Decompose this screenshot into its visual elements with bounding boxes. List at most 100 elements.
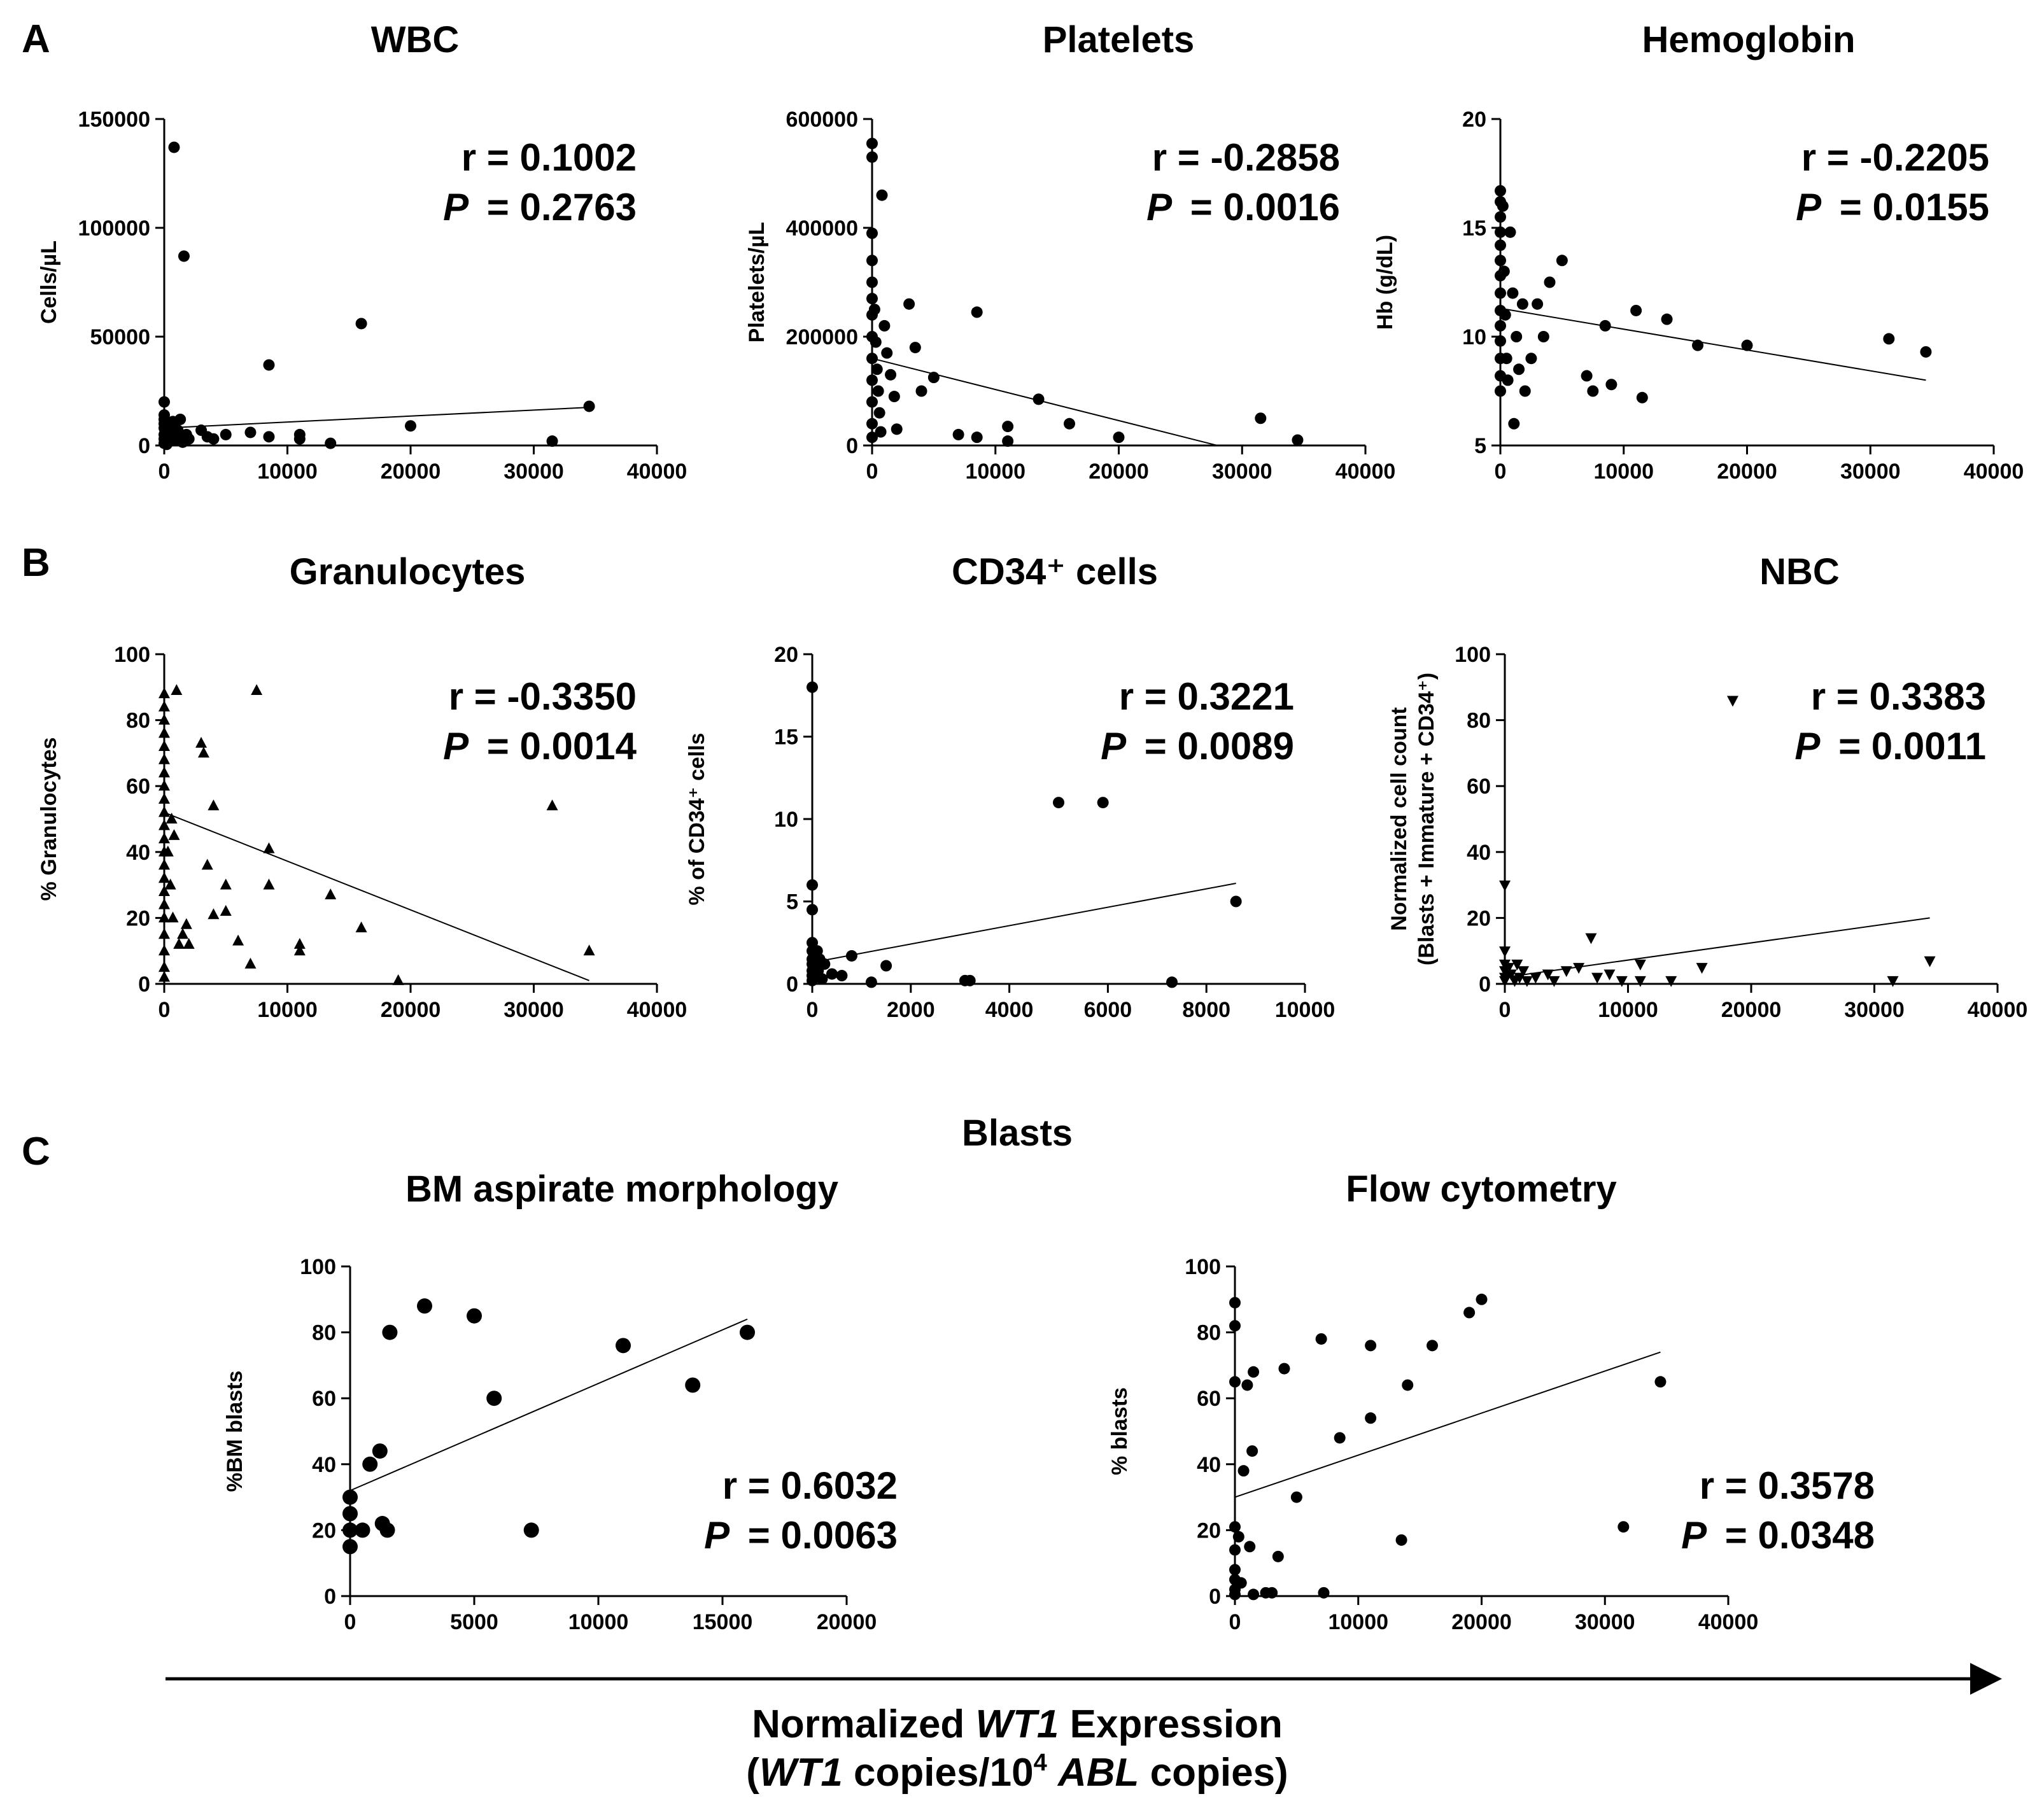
nbc-data-point — [1530, 972, 1542, 984]
platelets-data-point — [1033, 393, 1045, 405]
granulocytes-data-point — [293, 944, 306, 956]
bm_morph-data-point — [379, 1522, 395, 1538]
granulocytes-data-point — [546, 799, 558, 811]
hemoglobin-data-point — [1532, 298, 1544, 310]
wbc-x-tick-label: 0 — [159, 459, 171, 484]
nbc-data-point — [1518, 966, 1530, 978]
granulocytes-data-point — [208, 908, 220, 920]
hemoglobin-data-point — [1605, 379, 1618, 391]
platelets-data-point — [866, 374, 878, 386]
cd34-data-point — [807, 937, 818, 949]
wbc-data-point — [263, 359, 275, 371]
hemoglobin-data-point — [1502, 374, 1514, 386]
cd34-data-point — [1097, 797, 1109, 809]
nbc-data-point — [1499, 976, 1511, 987]
hemoglobin-data-point — [1741, 339, 1753, 351]
nbc-y-label-line2: (Blasts + Immature + CD34⁺) — [1414, 673, 1439, 965]
granulocytes-data-point — [164, 878, 176, 890]
platelets-y-tick-label: 200000 — [786, 325, 858, 349]
flow-data-point — [1365, 1340, 1377, 1352]
bm_morph-data-point — [616, 1338, 631, 1354]
platelets-data-point — [909, 342, 921, 354]
bm_morph-regression-line — [349, 1318, 748, 1492]
granulocytes-data-point — [201, 858, 213, 870]
granulocytes-data-point — [159, 858, 170, 870]
bm_morph-y-label: %BM blasts — [223, 1371, 247, 1492]
platelets-data-point — [866, 417, 878, 430]
flow-data-point — [1229, 1544, 1241, 1556]
flow-data-point — [1229, 1296, 1241, 1308]
platelets-data-point — [866, 137, 878, 150]
platelets-data-point — [1255, 412, 1267, 424]
flow-data-point — [1248, 1366, 1260, 1378]
wbc-p-value: P = 0.2763 — [443, 186, 637, 228]
hemoglobin-data-point — [1508, 417, 1520, 430]
nbc-data-point — [1499, 880, 1511, 892]
bm_morph-data-point — [362, 1456, 378, 1472]
granulocytes-data-point — [159, 944, 170, 956]
flow-data-point — [1272, 1550, 1284, 1562]
platelets-data-point — [866, 293, 878, 305]
granulocytes-x-tick-label: 40000 — [627, 998, 687, 1022]
bm_morph-data-point — [342, 1522, 358, 1538]
hemoglobin-x-tick-label: 40000 — [1964, 459, 2024, 484]
nbc-data-point — [1548, 976, 1560, 987]
platelets-x-tick-label: 0 — [866, 459, 878, 484]
nbc-x-tick-label: 40000 — [1968, 998, 2028, 1022]
hemoglobin-p-symbol: P — [1796, 186, 1822, 228]
platelets-data-point — [878, 319, 891, 332]
plot-flow: Flow cytometry 0 10000 20000 30000 40000 0 20 40… — [1108, 1168, 1875, 1634]
bm_morph-p-number: = 0.0063 — [737, 1514, 898, 1557]
granulocytes-data-point — [159, 753, 170, 764]
nbc-data-point — [1505, 969, 1517, 981]
hemoglobin-data-point — [1495, 185, 1506, 197]
cd34-y-label: % of CD34⁺ cells — [685, 732, 709, 905]
wbc-data-point — [159, 396, 170, 408]
bm_morph-data-point — [372, 1443, 388, 1459]
granulocytes-data-point — [180, 918, 192, 929]
nbc-data-point — [1521, 976, 1533, 987]
granulocytes-p-value: P = 0.0014 — [443, 725, 637, 767]
granulocytes-data-point — [244, 957, 257, 969]
granulocytes-data-point — [263, 878, 275, 890]
wbc-p-number: = 0.2763 — [476, 186, 637, 228]
granulocytes-data-point — [168, 829, 180, 840]
bm_morph-data-point — [685, 1377, 701, 1393]
platelets-data-point — [1113, 431, 1125, 444]
cd34-data-point — [1230, 895, 1242, 908]
granulocytes-y-tick-label: 60 — [126, 774, 150, 799]
bm_morph-data-point — [342, 1489, 358, 1505]
flow-p-value: P = 0.0348 — [1681, 1514, 1875, 1557]
platelets-data-point — [1292, 434, 1304, 446]
granulocytes-x-tick-label: 30000 — [504, 998, 564, 1022]
bm_morph-data-point — [382, 1324, 398, 1340]
shared-x-title-line2: (WT1 copies/104 ABL copies) — [746, 1749, 1288, 1795]
hemoglobin-data-point — [1495, 385, 1506, 397]
flow-data-point — [1235, 1577, 1247, 1589]
nbc-p-symbol: P — [1794, 725, 1821, 767]
cd34-data-point — [964, 974, 976, 986]
shared-x-title-line1: Normalized WT1 Expression — [752, 1702, 1283, 1746]
wbc-x-tick-label: 30000 — [504, 459, 564, 484]
flow-r-value: r = 0.3578 — [1700, 1464, 1875, 1507]
granulocytes-x-tick-label: 0 — [159, 998, 171, 1022]
granulocytes-title: Granulocytes — [290, 551, 526, 592]
platelets-data-point — [885, 368, 897, 381]
bm_morph-data-point — [342, 1539, 358, 1555]
hemoglobin-y-tick-label: 15 — [1462, 216, 1486, 241]
granulocytes-data-point — [159, 780, 170, 791]
granulocytes-data-point — [167, 911, 179, 923]
bm_morph-x-tick-label: 0 — [344, 1610, 356, 1634]
platelets-data-point — [866, 396, 878, 408]
bm_morph-y-tick-label: 60 — [312, 1387, 336, 1411]
bm_morph-y-tick-label: 20 — [312, 1518, 336, 1543]
cd34-x-tick-label: 2000 — [887, 998, 935, 1022]
platelets-data-point — [927, 372, 940, 384]
platelets-data-point — [866, 276, 878, 288]
wbc-data-point — [183, 433, 195, 445]
nbc-data-point — [1634, 959, 1646, 971]
wbc-title: WBC — [371, 19, 460, 60]
hemoglobin-data-point — [1556, 255, 1568, 267]
flow-x-tick-label: 0 — [1229, 1610, 1241, 1634]
